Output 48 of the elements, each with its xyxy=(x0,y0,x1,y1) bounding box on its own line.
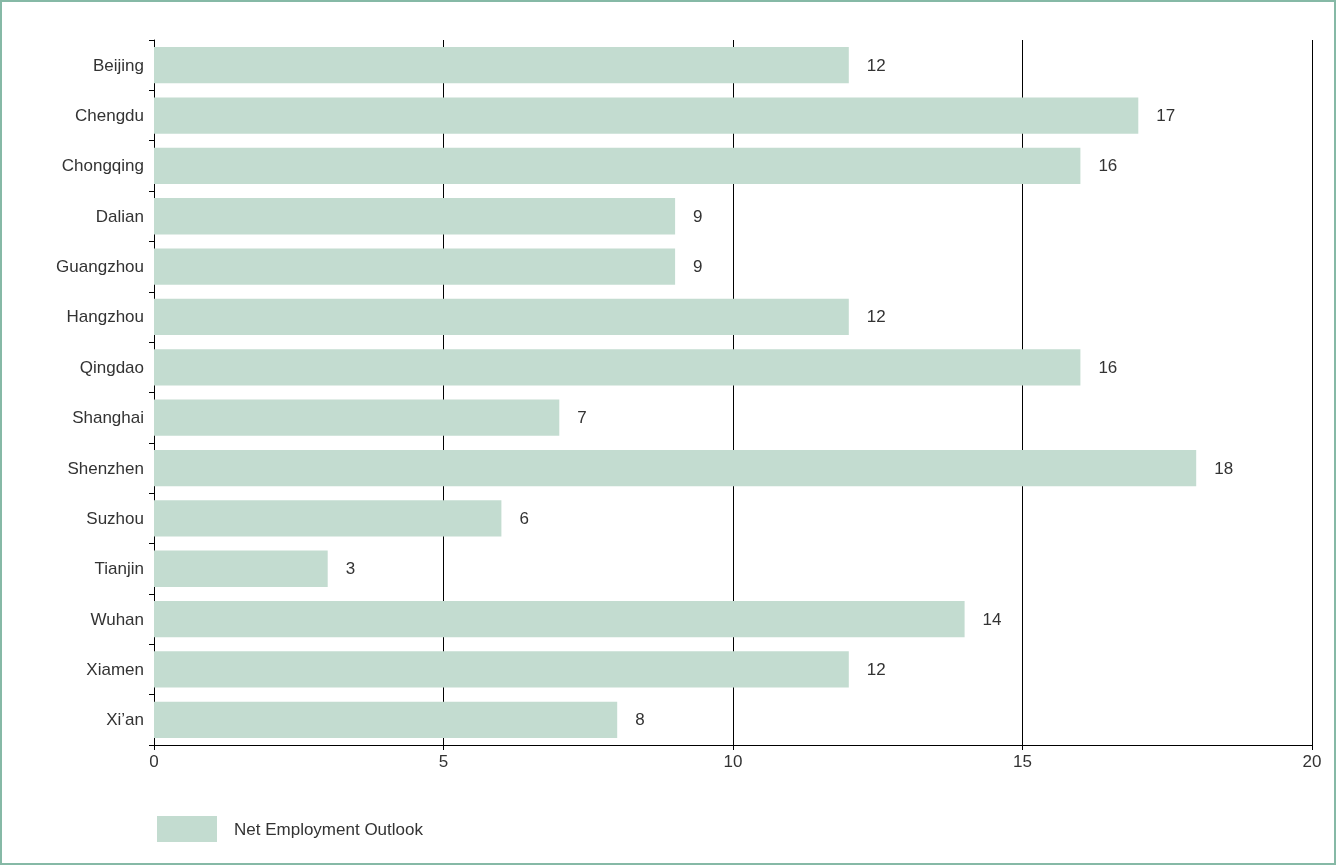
y-tick-label: Xiamen xyxy=(86,659,144,679)
bar xyxy=(154,600,965,638)
x-tick-label: 0 xyxy=(149,752,159,771)
bar xyxy=(154,248,676,285)
data-label: 17 xyxy=(1156,106,1176,126)
data-label: 12 xyxy=(866,55,886,75)
y-tick-label: Tianjin xyxy=(94,559,144,579)
data-label: 16 xyxy=(1098,357,1118,377)
bar xyxy=(154,500,502,537)
y-tick-label: Shenzhen xyxy=(67,458,144,478)
bar xyxy=(154,349,1081,386)
bar xyxy=(154,298,849,336)
data-label: 3 xyxy=(345,559,356,579)
bar xyxy=(154,550,328,587)
bar xyxy=(154,97,1139,134)
data-label: 7 xyxy=(577,408,587,428)
data-label: 16 xyxy=(1098,156,1118,176)
bar xyxy=(154,651,849,688)
bar xyxy=(154,198,676,235)
bar xyxy=(154,47,849,84)
bar xyxy=(154,147,1081,185)
bar xyxy=(154,399,560,436)
data-label: 14 xyxy=(982,609,1002,629)
data-label: 6 xyxy=(519,508,529,528)
data-label: 9 xyxy=(693,206,703,226)
bar xyxy=(154,701,618,738)
data-label: 12 xyxy=(866,307,886,327)
x-tick-label: 20 xyxy=(1302,752,1322,771)
y-tick-label: Beijing xyxy=(92,55,144,75)
y-tick-label: Guangzhou xyxy=(56,257,144,277)
x-tick-label: 10 xyxy=(723,752,743,771)
y-tick-label: Qingdao xyxy=(79,357,144,377)
data-label: 8 xyxy=(635,710,645,730)
data-label: 18 xyxy=(1214,458,1234,478)
data-label: 9 xyxy=(693,257,703,277)
data-label: 12 xyxy=(866,659,886,679)
y-tick-label: Xi’an xyxy=(106,710,144,730)
bar xyxy=(154,449,1197,487)
x-tick-label: 15 xyxy=(1013,752,1032,771)
y-tick-label: Suzhou xyxy=(86,508,144,528)
y-tick-label: Chengdu xyxy=(74,106,144,126)
y-tick-label: Chongqing xyxy=(61,156,144,176)
y-tick-label: Shanghai xyxy=(72,408,144,428)
x-tick-label: 5 xyxy=(438,752,449,771)
legend-label: Net Employment Outlook xyxy=(234,819,424,839)
y-tick-label: Dalian xyxy=(95,206,144,226)
y-tick-label: Hangzhou xyxy=(66,307,144,327)
y-tick-label: Wuhan xyxy=(90,609,144,629)
